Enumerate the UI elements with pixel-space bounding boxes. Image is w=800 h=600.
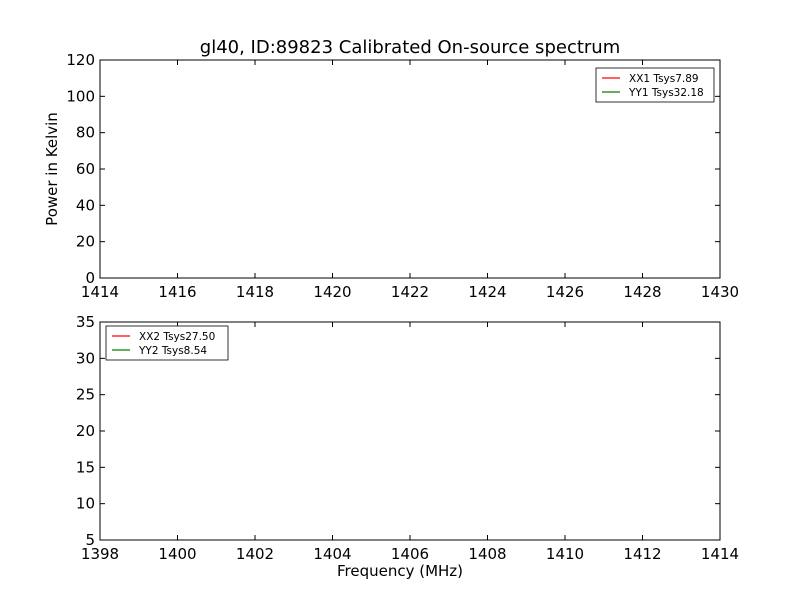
y-tick-label: 30 [76,349,95,367]
legend-label: XX2 Tsys27.50 [139,331,215,343]
x-tick-label: 1412 [623,545,661,563]
x-tick-label: 1406 [391,545,429,563]
x-tick-label: 1424 [468,283,506,301]
plots: 1414 1416 1418 1420 1422 1424 1426 1428 1430 0 20 4… [43,51,739,580]
x-tick-label: 1426 [546,283,584,301]
x-tick-label: 1404 [313,545,351,563]
x-tick-label: 1410 [546,545,584,563]
x-tick-label: 1402 [236,545,274,563]
y-tick-label: 80 [76,124,95,142]
y-tick-label: 25 [76,386,95,404]
x-tick-label: 1430 [701,283,739,301]
y-tick-label: 0 [85,269,95,287]
x-tick-label: 1400 [158,545,196,563]
x-tick-label: 1428 [623,283,661,301]
y-tick-label: 40 [76,196,95,214]
plot-panel-2: 1398 1400 1402 1404 1406 1408 1410 1412 1414 5 10 1… [76,313,739,580]
legend-label: YY1 Tsys32.18 [628,87,704,99]
x-tick-label: 1414 [701,545,739,563]
y-tick-label: 20 [76,422,95,440]
y-tick-label: 20 [76,233,95,251]
legend: XX1 Tsys7.89 YY1 Tsys32.18 [595,67,715,103]
x-tick-label: 1398 [81,545,119,563]
legend: XX2 Tsys27.50 YY2 Tsys8.54 [105,325,229,361]
plot-panel-1: 1414 1416 1418 1420 1422 1424 1426 1428 1430 0 20 4… [43,51,739,301]
y-tick-label: 15 [76,458,95,476]
x-tick-label: 1418 [236,283,274,301]
y-tick-label: 35 [76,313,95,331]
y-tick-label: 5 [85,531,95,549]
x-tick-label: 1422 [391,283,429,301]
y-tick-label: 60 [76,160,95,178]
y-tick-label: 10 [76,495,95,513]
y-tick-label: 120 [66,51,95,69]
legend-box [595,67,715,103]
chart-title: gl40, ID:89823 Calibrated On-source spec… [200,37,620,58]
x-tick-label: 1420 [313,283,351,301]
y-tick-label: 100 [66,87,95,105]
x-tick-label: 1414 [81,283,119,301]
legend-label: XX1 Tsys7.89 [629,73,699,85]
y-axis-label: Power in Kelvin [43,112,61,226]
x-tick-label: 1416 [158,283,196,301]
x-tick-label: 1408 [468,545,506,563]
legend-box [105,325,229,361]
legend-label: YY2 Tsys8.54 [138,345,207,357]
x-axis-label: Frequency (MHz) [337,562,463,580]
